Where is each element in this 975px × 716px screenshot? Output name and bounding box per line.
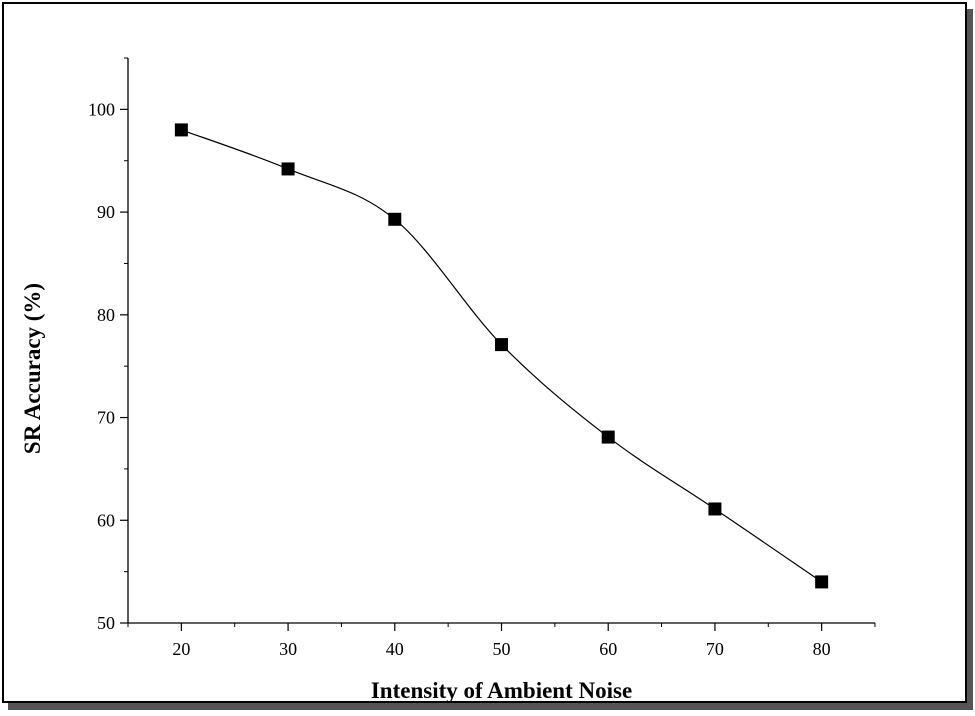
- y-ticks: 50 60 70 80 90 100: [88, 57, 128, 633]
- data-point-marker: [281, 162, 295, 176]
- data-point-marker: [388, 212, 402, 226]
- x-tick-label: 40: [386, 639, 404, 659]
- x-tick-label: 60: [599, 639, 617, 659]
- y-tick-label: 80: [97, 305, 115, 325]
- data-point-marker: [174, 123, 188, 137]
- y-tick-label: 70: [97, 408, 115, 428]
- x-axis-title: Intensity of Ambient Noise: [371, 678, 632, 703]
- y-tick-label: 100: [88, 99, 115, 119]
- data-point-marker: [815, 575, 829, 589]
- x-ticks: 20 30 40 50 60 70 80: [127, 623, 876, 659]
- data-point-marker: [495, 338, 508, 352]
- series-markers: [174, 123, 829, 589]
- y-tick-label: 90: [97, 202, 115, 222]
- y-axis-title: SR Accuracy (%): [20, 283, 45, 454]
- x-tick-label: 50: [493, 639, 511, 659]
- y-tick-label: 50: [97, 613, 115, 633]
- x-tick-label: 70: [706, 639, 724, 659]
- x-tick-label: 80: [813, 639, 831, 659]
- figure-frame: [2, 2, 967, 703]
- y-tick-label: 60: [97, 510, 115, 530]
- x-tick-label: 20: [172, 639, 190, 659]
- x-tick-label: 30: [279, 639, 297, 659]
- data-point-marker: [708, 502, 722, 516]
- series-line: [181, 129, 822, 583]
- data-point-marker: [601, 430, 615, 444]
